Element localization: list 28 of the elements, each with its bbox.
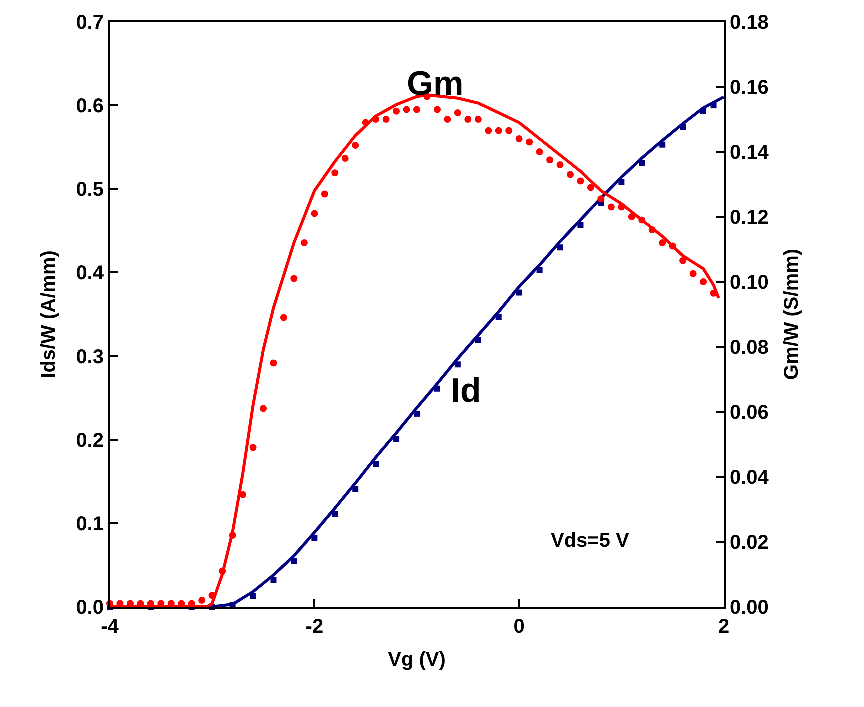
y-tick-label: 0.0 (76, 597, 104, 619)
y2-tick-label: 0.18 (730, 12, 769, 34)
x-tick-label: -4 (101, 616, 120, 638)
y-tick-label: 0.1 (76, 513, 104, 536)
x-tick-label: 2 (718, 616, 730, 638)
y-axis-title: Ids/W (A/mm) (38, 250, 60, 378)
y2-tick-label: 0.08 (730, 337, 769, 359)
y-tick-label: 0.2 (76, 430, 104, 452)
y2-tick-label: 0.06 (730, 402, 769, 424)
y2-tick-label: 0.04 (730, 467, 770, 489)
annotation: Gm (407, 65, 464, 103)
y-tick-label: 0.3 (76, 346, 104, 368)
y2-tick-label: 0.10 (730, 272, 769, 294)
y-tick-label: 0.6 (76, 96, 104, 118)
y2-tick-label: 0.12 (730, 207, 769, 229)
y-tick-label: 0.5 (76, 179, 104, 202)
y-tick-label: 0.4 (76, 262, 105, 285)
x-axis-title: Vg (V) (388, 649, 446, 671)
y2-tick-label: 0.00 (730, 597, 769, 619)
x-tick-label: -2 (306, 616, 324, 638)
annotation: Id (451, 372, 482, 410)
y2-tick-label: 0.14 (730, 142, 770, 164)
y2-tick-label: 0.02 (730, 532, 769, 554)
y2-axis-title: Gm/W (S/mm) (780, 248, 803, 380)
y2-tick-label: 0.16 (730, 77, 769, 99)
annotation: Vds=5 V (551, 530, 630, 552)
x-tick-label: 0 (514, 616, 525, 638)
y-tick-label: 0.7 (76, 12, 104, 34)
